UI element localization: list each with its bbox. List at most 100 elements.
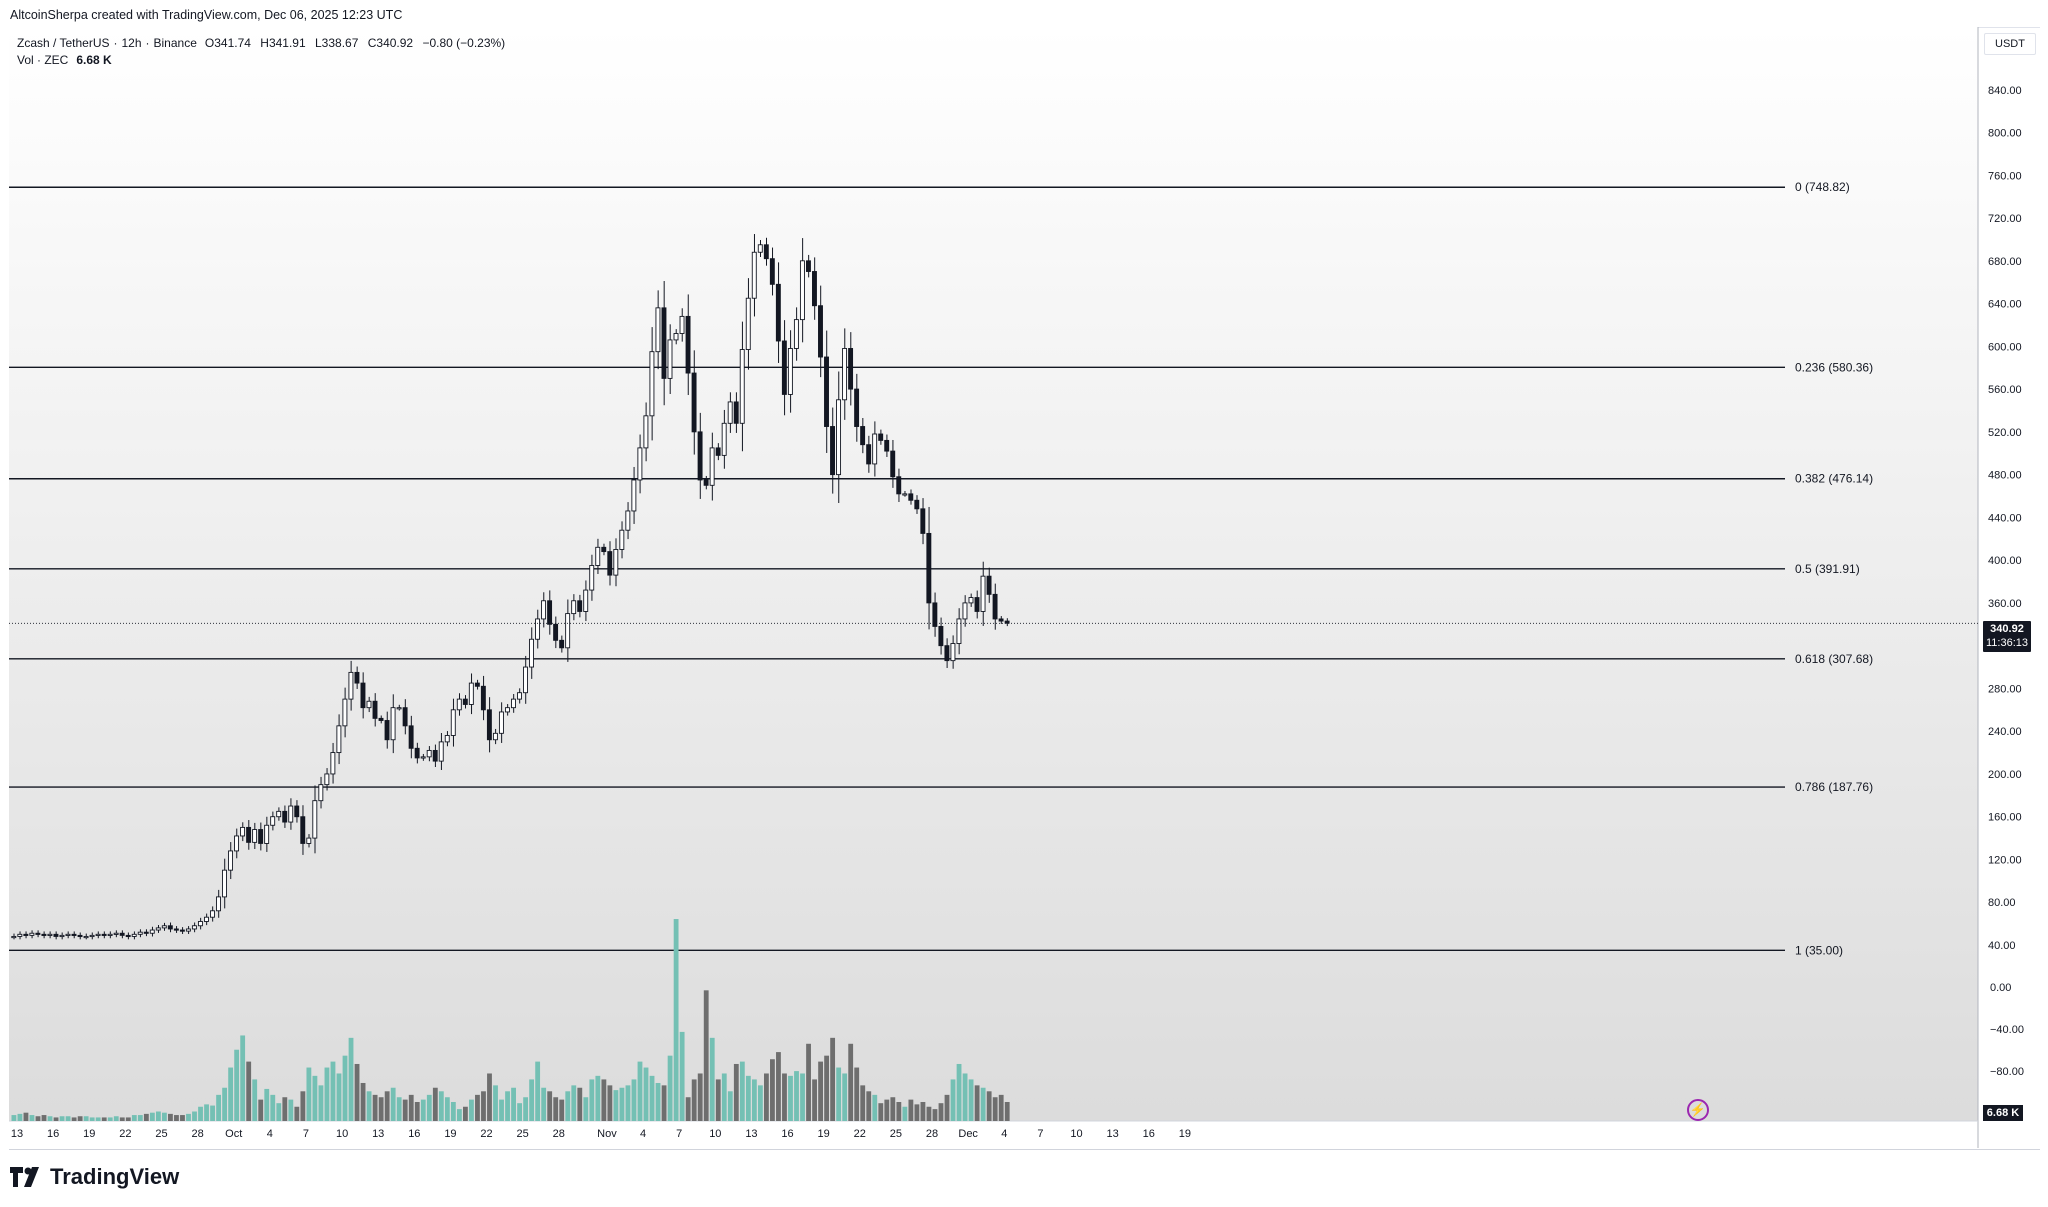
candle[interactable] [944,645,950,662]
candle[interactable] [565,613,571,649]
candle[interactable] [366,700,372,709]
candle[interactable] [276,810,282,818]
candle[interactable] [438,741,444,762]
candle[interactable] [595,546,601,566]
candle[interactable] [739,349,745,424]
candle[interactable] [775,283,781,342]
candle[interactable] [197,921,203,927]
candle[interactable] [372,700,378,719]
candle[interactable] [571,600,577,615]
candle[interactable] [781,340,787,395]
candle[interactable] [360,682,366,709]
candle[interactable] [300,816,306,844]
candle[interactable] [998,618,1004,622]
candle[interactable] [173,928,179,931]
candle[interactable] [342,698,348,727]
candle[interactable] [649,351,655,417]
candle[interactable] [354,671,360,684]
candle[interactable] [191,925,197,930]
candle[interactable] [167,925,173,930]
candle[interactable] [884,439,890,452]
candle[interactable] [53,933,59,937]
candle[interactable] [113,932,119,935]
candle[interactable] [378,717,384,721]
candle[interactable] [270,816,276,826]
candle[interactable] [161,925,167,929]
candle[interactable] [17,933,23,937]
candle[interactable] [234,835,240,852]
candle[interactable] [986,575,992,595]
symbol-name[interactable]: Zcash / TetherUS [17,36,110,50]
candle[interactable] [1004,620,1010,624]
candle[interactable] [703,479,709,486]
candle[interactable] [149,929,155,934]
candle[interactable] [890,450,896,478]
candle[interactable] [830,426,835,476]
candle[interactable] [119,932,125,936]
candle[interactable] [306,837,312,844]
tradingview-logo[interactable]: TradingView [10,1164,179,1190]
candle[interactable] [842,348,848,401]
candle[interactable] [330,752,336,775]
candle[interactable] [920,508,926,534]
candle[interactable] [721,422,727,456]
candle[interactable] [131,933,137,937]
candle[interactable] [926,532,932,604]
candle[interactable] [402,707,408,727]
candle[interactable] [523,666,528,694]
candle[interactable] [854,388,860,427]
candle[interactable] [47,933,53,936]
candle[interactable] [59,934,65,938]
candle[interactable] [444,735,450,743]
candle[interactable] [625,510,631,531]
candle[interactable] [95,933,101,936]
candle[interactable] [974,597,980,612]
candle[interactable] [968,597,974,604]
candle[interactable] [577,600,583,612]
candle[interactable] [432,749,438,762]
candle[interactable] [908,493,914,501]
candle[interactable] [222,869,227,898]
candle[interactable] [619,529,625,550]
candle[interactable] [41,933,47,936]
candle[interactable] [793,319,799,349]
candle[interactable] [426,749,432,758]
candle[interactable] [745,297,751,350]
lightning-icon[interactable]: ⚡ [1687,1099,1709,1121]
candle[interactable] [348,671,354,700]
candle[interactable] [980,575,986,612]
candle[interactable] [637,447,643,481]
candle[interactable] [474,682,480,687]
candle[interactable] [11,935,17,939]
candle[interactable] [992,593,998,620]
candle[interactable] [902,493,908,496]
candle[interactable] [805,260,811,272]
candle[interactable] [504,707,510,713]
candle[interactable] [155,927,161,931]
candle[interactable] [661,307,667,379]
candle[interactable] [727,401,733,424]
candle[interactable] [667,339,673,379]
candle[interactable] [709,447,715,486]
volume-label[interactable]: Vol · ZEC [17,53,69,67]
candle[interactable] [480,685,486,711]
candle[interactable] [715,447,721,456]
candle[interactable] [258,829,264,844]
candle[interactable] [643,415,649,449]
candle[interactable] [29,932,35,936]
candle[interactable] [824,356,829,427]
candle[interactable] [210,910,215,918]
candle[interactable] [107,933,113,936]
candle[interactable] [390,707,396,741]
candle[interactable] [583,589,589,612]
candle[interactable] [468,682,474,705]
candle[interactable] [956,618,962,644]
candle[interactable] [517,692,522,700]
candle[interactable] [71,933,77,936]
candle[interactable] [462,698,468,705]
candle[interactable] [763,244,769,260]
candle[interactable] [240,826,246,837]
candle[interactable] [35,932,41,935]
candle[interactable] [836,399,842,476]
